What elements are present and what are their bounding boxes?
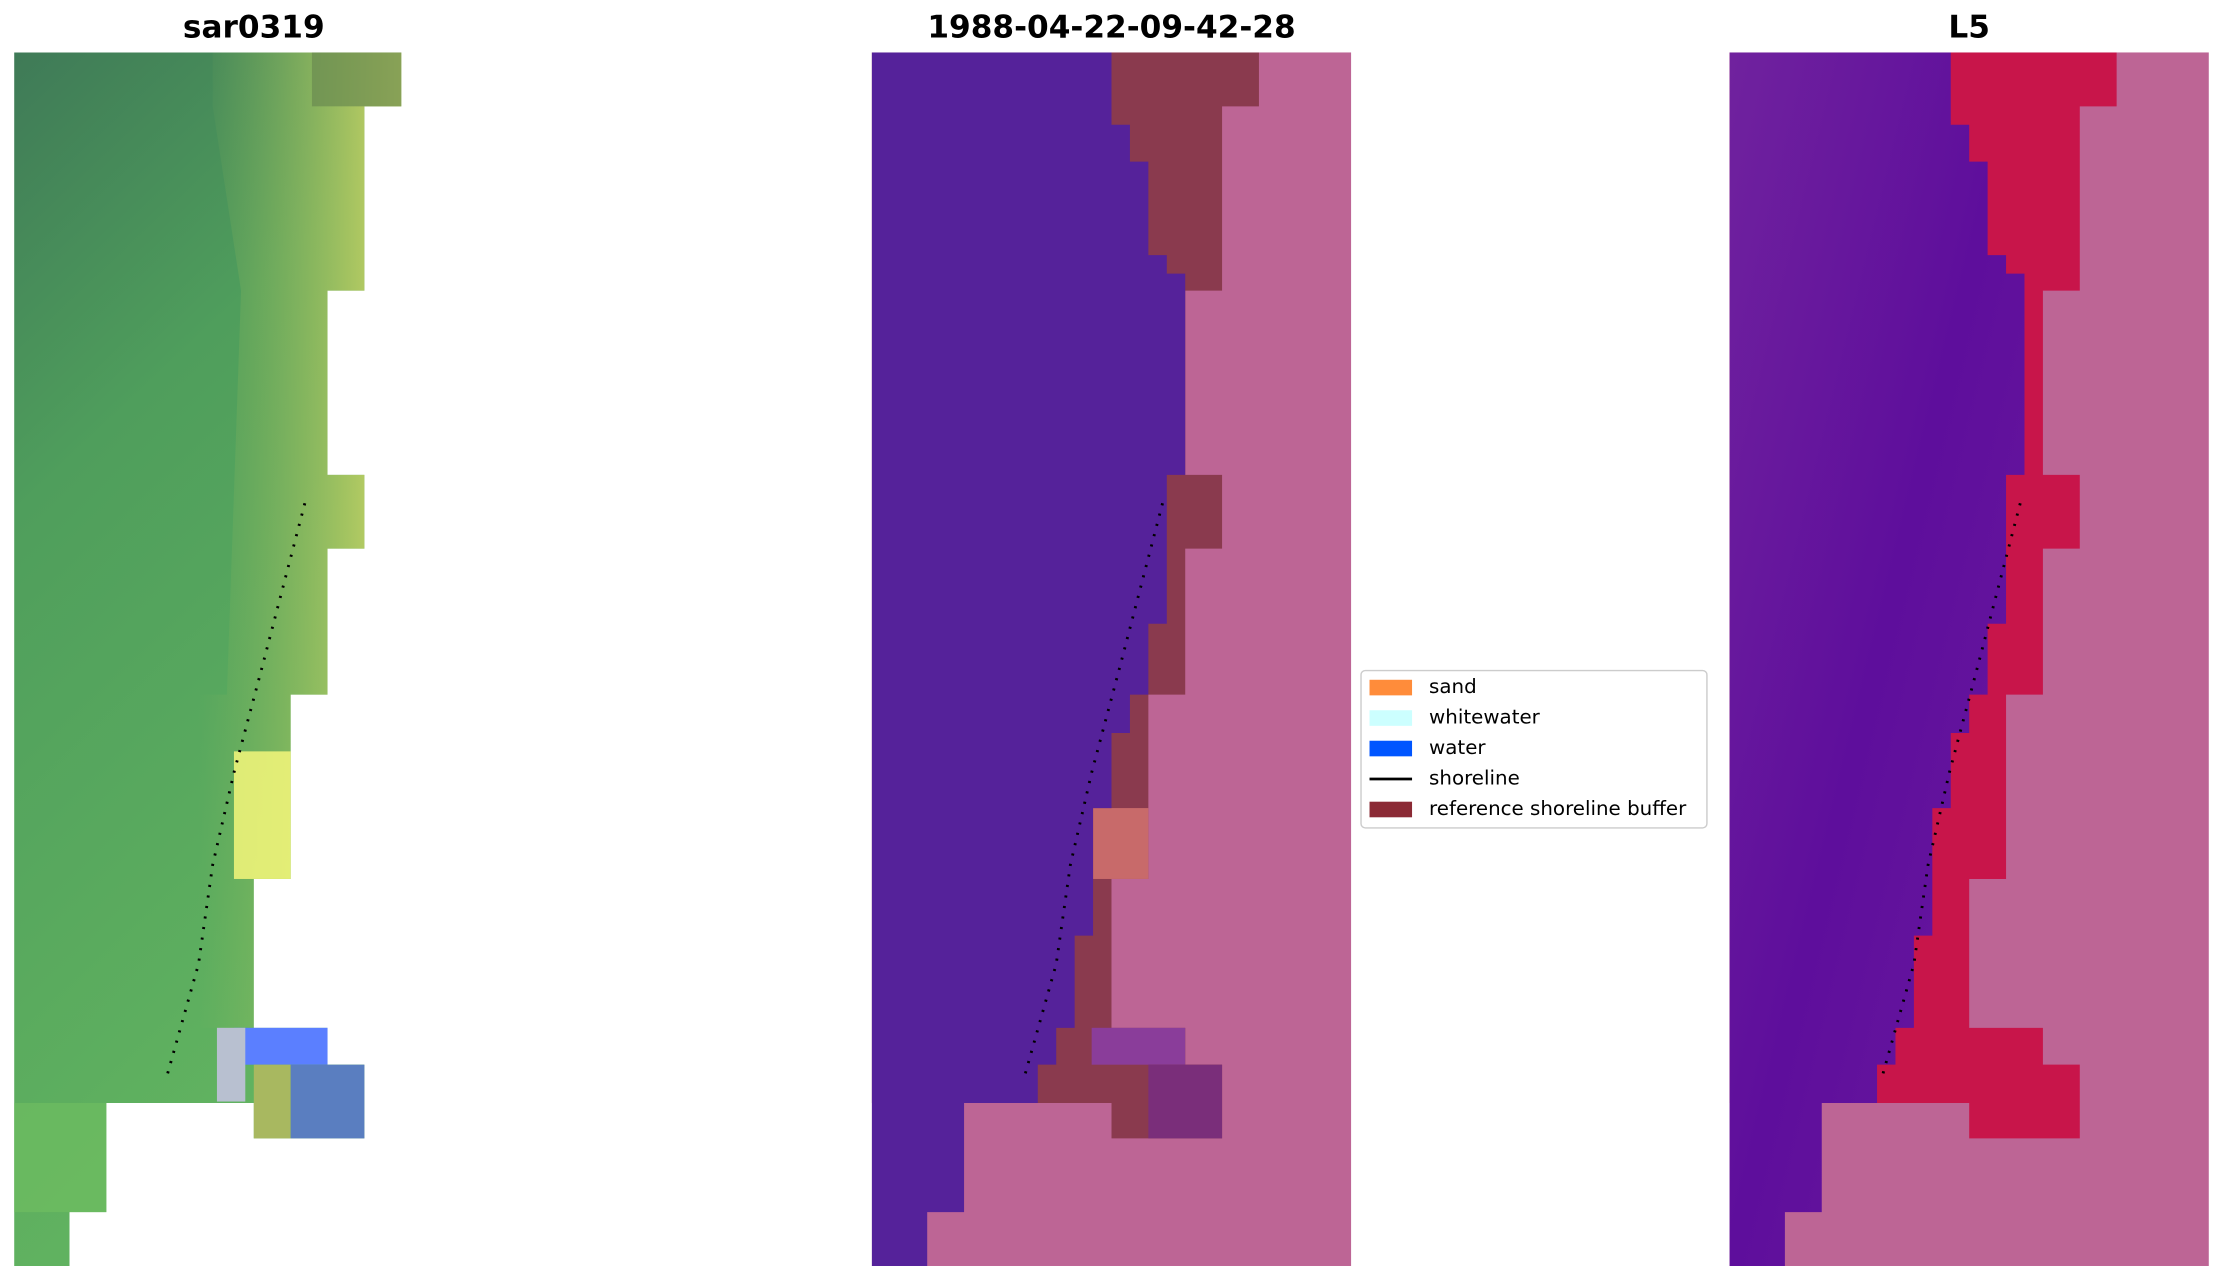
legend-swatch xyxy=(1369,679,1413,696)
image-panel xyxy=(871,52,1352,1266)
legend-swatch xyxy=(1369,710,1413,726)
panel-title: L5 xyxy=(1948,9,1990,45)
legend-items: sand whitewater water shoreline reference sh… xyxy=(1369,675,1687,820)
panel-title: sar0319 xyxy=(183,9,325,45)
legend-swatch xyxy=(1369,801,1413,818)
legend-swatch xyxy=(1369,740,1413,757)
panel-title: 1988-04-22-09-42-28 xyxy=(927,9,1295,45)
image-panel xyxy=(14,52,402,1266)
legend-label: whitewater xyxy=(1429,706,1541,729)
legend-label: water xyxy=(1429,736,1486,759)
legend-label: reference shoreline buffer xyxy=(1429,797,1687,820)
image-panel xyxy=(1729,52,2209,1266)
legend-label: sand xyxy=(1429,675,1477,698)
titles: sar0319 1988-04-22-09-42-28 L5 xyxy=(183,9,1990,45)
legend-label: shoreline xyxy=(1429,767,1520,790)
legend: sand whitewater water shoreline reference sh… xyxy=(1360,669,1708,829)
